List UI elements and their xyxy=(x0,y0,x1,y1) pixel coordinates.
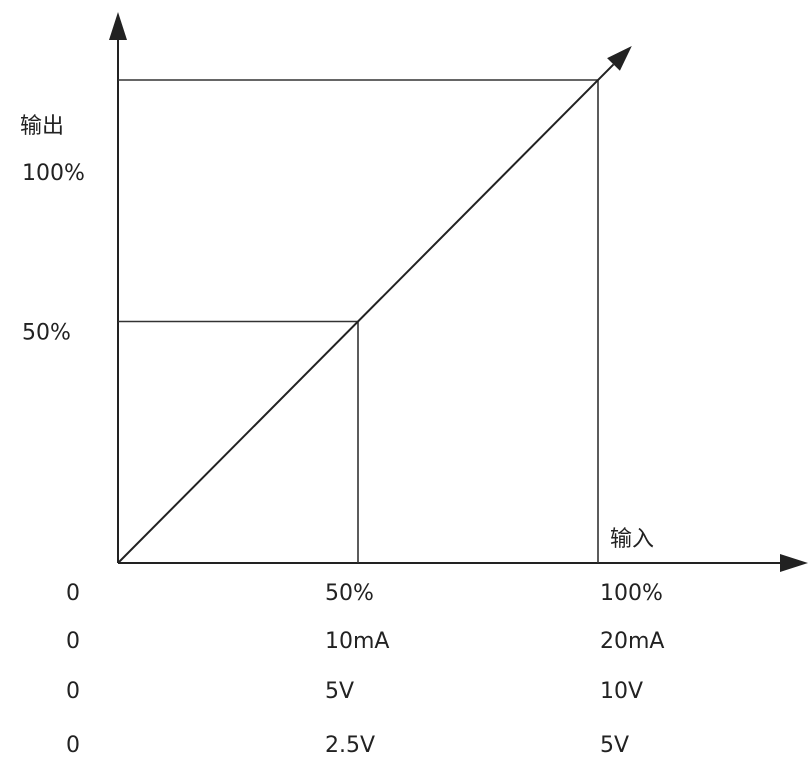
x-tick-label: 2.5V xyxy=(325,733,375,758)
x-tick-label: 5V xyxy=(600,733,629,758)
x-tick-label: 0 xyxy=(66,581,80,606)
x-tick-label: 100% xyxy=(600,581,663,606)
series-arrow-icon xyxy=(607,46,632,71)
x-axis-arrow-icon xyxy=(780,554,808,572)
y-tick-label: 100% xyxy=(22,161,85,186)
y-tick-label: 50% xyxy=(22,321,71,346)
y-axis-title: 输出 xyxy=(20,114,64,139)
x-tick-label: 5V xyxy=(325,679,354,704)
series-line-0 xyxy=(117,63,615,564)
x-tick-labels: 0 50% 100% 0 10mA 20mA 0 5V 10V 0 2.5V 5V xyxy=(66,581,664,758)
x-axis-title: 输入 xyxy=(610,527,654,552)
y-tick-labels: 50% 100% xyxy=(22,161,85,346)
x-tick-label: 0 xyxy=(66,679,80,704)
x-tick-label: 0 xyxy=(66,629,80,654)
x-tick-label: 50% xyxy=(325,581,374,606)
series-layer xyxy=(117,46,632,564)
x-tick-label: 10mA xyxy=(325,629,389,654)
y-axis-arrow-icon xyxy=(109,12,127,40)
x-tick-label: 20mA xyxy=(600,629,664,654)
x-tick-label: 0 xyxy=(66,733,80,758)
guide-lines xyxy=(118,79,599,563)
x-tick-label: 10V xyxy=(600,679,643,704)
